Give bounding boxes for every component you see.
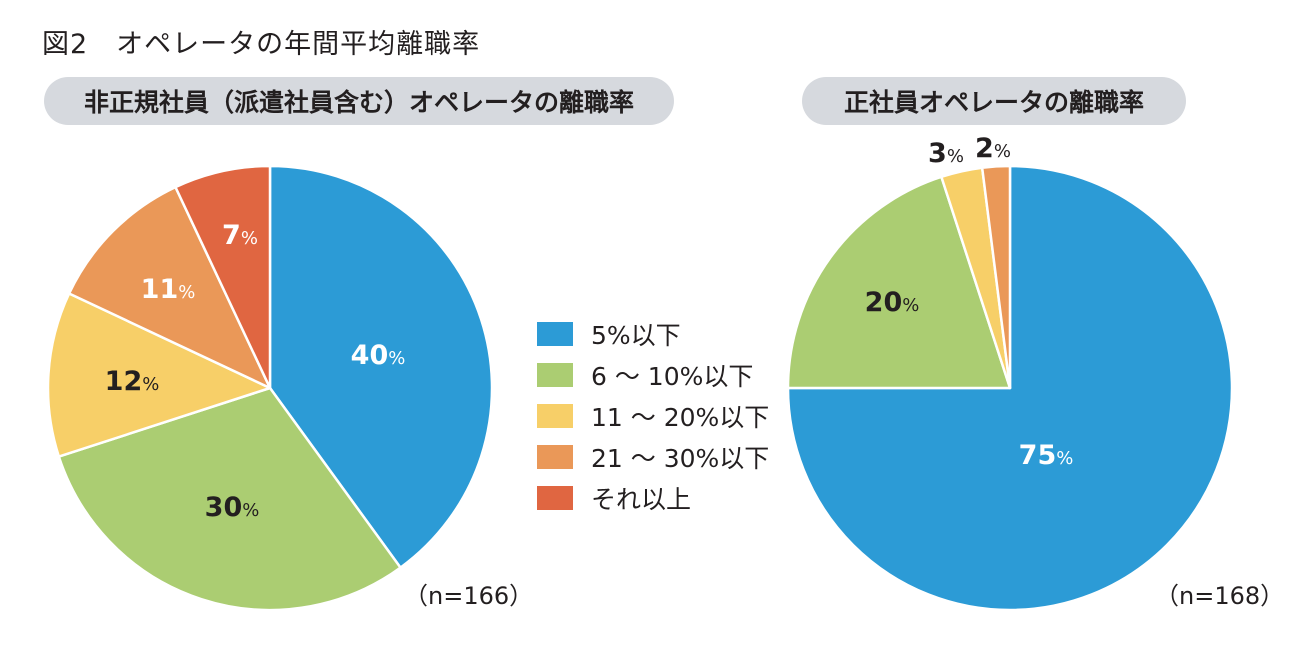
- slice-label: 7%: [222, 220, 258, 251]
- left-pie-chart: 40% 30% 12% 11% 7%: [46, 164, 494, 612]
- legend-item: 21 ～ 30%以下: [537, 436, 769, 477]
- legend-label: それ以上: [591, 484, 692, 514]
- legend-swatch: [537, 362, 573, 387]
- legend-label: 5%以下: [591, 320, 681, 350]
- legend-label: 6 ～ 10%以下: [591, 361, 754, 391]
- right-pie-chart: 75% 20% 3% 2%: [786, 133, 1234, 612]
- left-chart-title: 非正規社員（派遣社員含む）オペレータの離職率: [44, 77, 674, 125]
- pie-slice: [46, 292, 272, 458]
- slice-label: 11%: [141, 274, 196, 305]
- right-chart-title-text: 正社員オペレータの離職率: [843, 88, 1144, 117]
- pie-slice: [786, 164, 1234, 612]
- right-chart-title: 正社員オペレータの離職率: [802, 77, 1186, 125]
- legend: 5%以下 6 ～ 10%以下 11 ～ 20%以下 21 ～ 30%以下 それ以…: [537, 313, 769, 518]
- legend-swatch: [537, 321, 573, 346]
- legend-swatch: [537, 403, 573, 428]
- legend-label: 11 ～ 20%以下: [591, 402, 770, 432]
- slice-label: 30%: [205, 492, 260, 523]
- legend-label: 21 ～ 30%以下: [591, 443, 770, 473]
- slice-label: 20%: [865, 287, 920, 318]
- slice-label: 40%: [351, 340, 406, 371]
- figure-title: 図2 オペレータの年間平均離職率: [42, 29, 481, 60]
- pie-slice: [980, 164, 1012, 390]
- pie-slice: [268, 164, 494, 569]
- pie-slice: [786, 175, 1012, 390]
- pie-slice: [174, 164, 272, 390]
- legend-item: それ以上: [537, 477, 769, 518]
- legend-swatch: [537, 485, 573, 510]
- pie-slice: [57, 386, 402, 612]
- right-sample-size: （n=168）: [1155, 582, 1285, 610]
- slice-label: 12%: [105, 366, 160, 397]
- pie-slice: [67, 185, 272, 390]
- left-chart-title-text: 非正規社員（派遣社員含む）オペレータの離職率: [83, 88, 634, 117]
- slice-label: 75%: [1019, 440, 1074, 471]
- legend-item: 11 ～ 20%以下: [537, 395, 769, 436]
- slice-label: 2%: [975, 133, 1011, 164]
- slice-label: 3%: [928, 138, 964, 169]
- left-sample-size: （n=166）: [404, 582, 534, 610]
- legend-swatch: [537, 444, 573, 469]
- legend-item: 6 ～ 10%以下: [537, 354, 769, 395]
- legend-item: 5%以下: [537, 313, 769, 354]
